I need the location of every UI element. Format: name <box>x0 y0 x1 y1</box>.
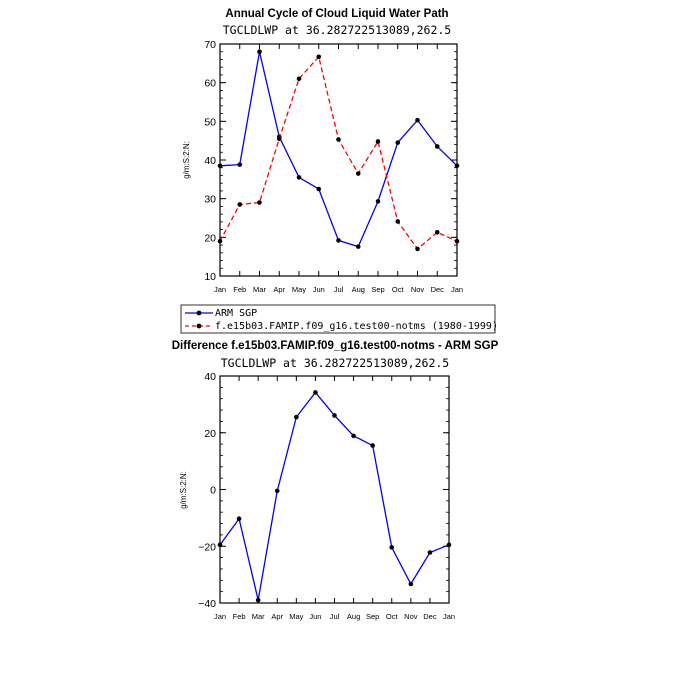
top-chart-subtitle: TGCLDLWP at 36.282722513089,262.5 <box>223 23 451 37</box>
top-xtick-label: Mar <box>253 285 266 294</box>
bottom-series-0-point <box>217 542 223 548</box>
bottom-chart-subtitle: TGCLDLWP at 36.282722513089,262.5 <box>221 356 449 370</box>
bottom-xtick-label: May <box>289 612 303 621</box>
bottom-series-0-point <box>427 550 433 555</box>
legend-label-arm: ARM SGP <box>215 308 257 319</box>
bottom-xtick-label: Mar <box>252 612 265 621</box>
plot-layer: Jan Feb Mar Apr May Jun Jul Aug Sep Oct Nov Dec Jan 1… <box>198 39 463 621</box>
bottom-xtick-label: Jan <box>443 612 455 621</box>
legend-box <box>180 304 496 334</box>
legend-marker-model <box>196 323 202 329</box>
top-series-0-point <box>395 140 401 145</box>
top-ytick-label: 50 <box>204 116 216 128</box>
top-ytick-label: 30 <box>204 194 216 206</box>
bottom-ytick-label: 0 <box>210 485 216 497</box>
top-chart-ylabel: g/m:S:2:N: <box>182 141 191 179</box>
top-series-1-point <box>375 139 381 144</box>
bottom-xtick-label: Nov <box>404 612 418 621</box>
top-series-0-point <box>454 163 460 169</box>
top-chart-title: Annual Cycle of Cloud Liquid Water Path <box>225 8 448 20</box>
bottom-xtick-label: Feb <box>233 612 246 621</box>
bottom-series-0-point <box>389 545 395 550</box>
top-series-0-line <box>219 51 458 248</box>
bottom-ytick-label: 20 <box>204 428 216 440</box>
bottom-series-0-point <box>313 390 318 395</box>
top-series-1-line <box>219 55 458 250</box>
top-xtick-label: Feb <box>233 285 246 294</box>
top-series-1-point <box>355 171 361 176</box>
top-xtick-label: Dec <box>431 285 445 294</box>
top-series-1-point <box>454 238 460 244</box>
top-series-0-point <box>375 199 381 204</box>
bottom-ytick-label: −40 <box>198 598 216 610</box>
bottom-series-0-point <box>370 443 375 448</box>
top-series-0-point <box>415 117 420 123</box>
bottom-xtick-label: Jan <box>214 612 226 621</box>
top-series-1-point <box>415 246 420 252</box>
bottom-series-0-point <box>255 597 261 603</box>
top-xtick-label: Sep <box>371 285 384 294</box>
top-xtick-label: Jan <box>451 285 463 294</box>
top-series-1-point <box>316 54 322 60</box>
bottom-xtick-label: Dec <box>423 612 437 621</box>
bottom-chart-ylabel: g/m:S:2:N: <box>179 471 188 509</box>
legend-label-model: f.e15b03.FAMIP.f09_g16.test00-notms (198… <box>215 321 498 332</box>
bottom-ytick-label: −20 <box>198 541 216 553</box>
bottom-xtick-label: Jul <box>330 612 340 621</box>
top-series-1-point <box>296 76 302 82</box>
top-ytick-label: 60 <box>204 78 216 90</box>
bottom-series-0-point <box>274 488 280 494</box>
top-series-1-point <box>336 137 341 142</box>
top-series-0-point <box>355 244 361 249</box>
top-xtick-label: May <box>292 285 306 294</box>
bottom-series-0-point <box>332 413 337 418</box>
bottom-series-0-point <box>351 433 356 439</box>
top-series-1-point <box>276 136 282 142</box>
bottom-series-0-point <box>446 542 452 548</box>
top-ytick-label: 40 <box>204 155 216 167</box>
legend-marker-arm <box>196 310 202 316</box>
bottom-chart-title: Difference f.e15b03.FAMIP.f09_g16.test00… <box>172 340 499 352</box>
top-xtick-label: Apr <box>273 285 285 294</box>
bottom-series-0-point <box>294 414 299 420</box>
top-series-0-point <box>434 144 440 149</box>
top-series-1-point <box>257 200 262 205</box>
top-series-0-point <box>257 49 262 55</box>
top-series-0-point <box>217 163 223 169</box>
top-xtick-label: Jul <box>334 285 344 294</box>
bottom-plot-frame <box>219 375 450 604</box>
top-series-0-point <box>316 186 322 192</box>
top-series-1-point <box>237 202 243 207</box>
bottom-series-0-line <box>219 391 450 601</box>
top-ytick-label: 10 <box>204 271 216 283</box>
top-xtick-label: Jun <box>313 285 325 294</box>
bottom-xtick-label: Oct <box>386 612 399 621</box>
bottom-series-0-point <box>236 516 242 522</box>
bottom-xtick-label: Sep <box>366 612 379 621</box>
bottom-ytick-label: 40 <box>204 371 216 383</box>
bottom-xtick-label: Jun <box>309 612 321 621</box>
top-series-0-point <box>296 175 302 180</box>
top-xtick-label: Jan <box>214 285 226 294</box>
top-ytick-label: 20 <box>204 232 216 244</box>
top-series-1-point <box>217 238 223 244</box>
bottom-xtick-label: Apr <box>271 612 283 621</box>
bottom-series-0-point <box>408 581 414 587</box>
top-xtick-label: Aug <box>352 285 365 294</box>
top-series-1-point <box>395 219 401 224</box>
top-series-0-point <box>237 162 243 167</box>
top-xtick-label: Oct <box>392 285 405 294</box>
bottom-xtick-label: Aug <box>347 612 360 621</box>
top-series-0-point <box>336 238 341 243</box>
top-ytick-label: 70 <box>204 39 216 51</box>
top-series-1-point <box>434 230 440 235</box>
top-xtick-label: Nov <box>411 285 425 294</box>
